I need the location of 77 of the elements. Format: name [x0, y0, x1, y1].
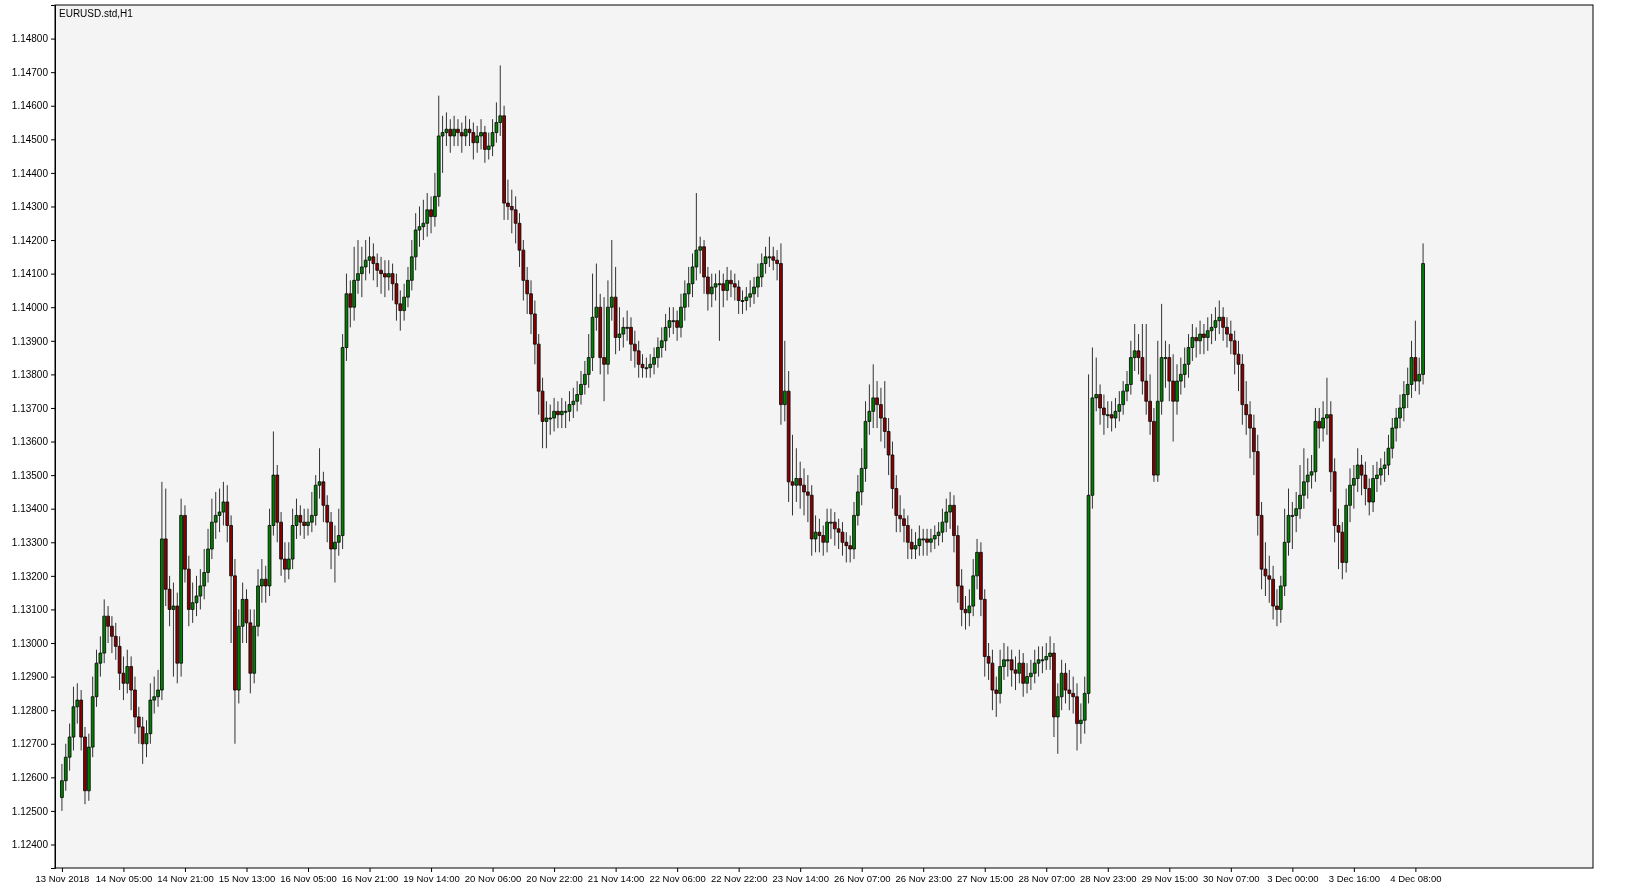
candlestick [556, 400, 560, 429]
y-tick-label: 1.12700 [11, 738, 49, 750]
x-tick-label: 29 Nov 15:00 [1141, 872, 1199, 884]
y-tick-label: 1.14700 [11, 66, 49, 78]
x-tick-label: 26 Nov 23:00 [895, 872, 952, 884]
y-tick-label: 1.14500 [11, 134, 49, 146]
candlestick [729, 269, 733, 298]
x-tick-label: 14 Nov 21:00 [157, 872, 214, 884]
y-tick-label: 1.13100 [11, 604, 49, 616]
y-tick-label: 1.14100 [11, 268, 49, 280]
x-tick-label: 28 Nov 23:00 [1080, 872, 1137, 884]
x-tick-label: 16 Nov 21:00 [341, 872, 399, 884]
candlestick [644, 357, 649, 379]
y-tick-label: 1.12400 [11, 839, 49, 851]
y-tick-label: 1.12500 [11, 805, 49, 817]
candlestick [379, 256, 383, 295]
candlestick [1205, 316, 1210, 352]
candlestick [832, 511, 837, 547]
candlestick [817, 518, 822, 553]
x-tick-label: 26 Nov 07:00 [833, 872, 891, 884]
x-tick-label: 14 Nov 05:00 [95, 872, 153, 884]
y-tick-label: 1.13900 [11, 335, 49, 347]
x-tick-label: 19 Nov 14:00 [403, 872, 460, 884]
y-tick-label: 1.12600 [11, 772, 49, 784]
y-tick-label: 1.13000 [11, 637, 49, 649]
x-tick-label: 28 Nov 07:00 [1018, 872, 1076, 884]
x-tick-label: 16 Nov 05:00 [280, 872, 337, 884]
y-tick-label: 1.14400 [11, 167, 49, 179]
y-tick-label: 1.14200 [11, 234, 49, 246]
y-tick-label: 1.13200 [11, 570, 49, 582]
x-tick-label: 27 Nov 15:00 [956, 872, 1014, 884]
y-tick-label: 1.13400 [11, 503, 49, 515]
candlestick [1109, 400, 1114, 432]
x-tick-label: 13 Nov 2018 [35, 872, 90, 884]
x-tick-label: 20 Nov 06:00 [464, 872, 522, 884]
candlestick [1009, 649, 1014, 688]
y-tick-label: 1.13800 [11, 369, 49, 381]
candlestick [917, 525, 922, 557]
y-tick-label: 1.14600 [11, 100, 49, 112]
x-tick-label: 20 Nov 22:00 [526, 872, 583, 884]
x-tick-label: 21 Nov 14:00 [587, 872, 645, 884]
y-tick-label: 1.13700 [11, 402, 49, 414]
candlestick [425, 192, 430, 238]
candlestick [925, 528, 929, 557]
x-tick-label: 3 Dec 16:00 [1328, 872, 1380, 884]
candlestick [1371, 464, 1375, 513]
y-tick-label: 1.12900 [11, 671, 49, 683]
x-tick-label: 3 Dec 00:00 [1267, 872, 1319, 884]
candlestick [717, 269, 722, 342]
chart-title: EURUSD.std,H1 [59, 8, 134, 19]
candlestick [779, 243, 783, 426]
x-tick-label: 15 Nov 13:00 [218, 872, 276, 884]
x-tick-label: 30 Nov 07:00 [1203, 872, 1260, 884]
y-tick-label: 1.14800 [11, 33, 49, 45]
candlestick [383, 259, 387, 298]
x-tick-label: 23 Nov 14:00 [772, 872, 829, 884]
x-tick-label: 22 Nov 06:00 [649, 872, 706, 884]
y-tick-label: 1.12800 [11, 704, 49, 716]
candlestick [929, 528, 933, 553]
candlestick [748, 279, 753, 308]
candlestick [1040, 645, 1045, 674]
y-tick-label: 1.13600 [11, 436, 49, 448]
candlestick [921, 528, 926, 557]
y-tick-label: 1.13500 [11, 469, 49, 481]
candlestick [302, 508, 306, 540]
y-tick-label: 1.14300 [11, 201, 49, 213]
candlestick [552, 397, 556, 432]
y-tick-label: 1.13300 [11, 536, 49, 548]
candlestick [825, 508, 829, 553]
candlestick [932, 525, 937, 550]
candlestick [1021, 652, 1026, 698]
x-tick-label: 4 Dec 08:00 [1390, 872, 1442, 884]
y-tick-label: 1.14000 [11, 301, 49, 313]
candlestick [559, 397, 564, 429]
candlestick [1198, 320, 1202, 355]
x-tick-label: 22 Nov 22:00 [710, 872, 768, 884]
candlestick [471, 122, 476, 160]
